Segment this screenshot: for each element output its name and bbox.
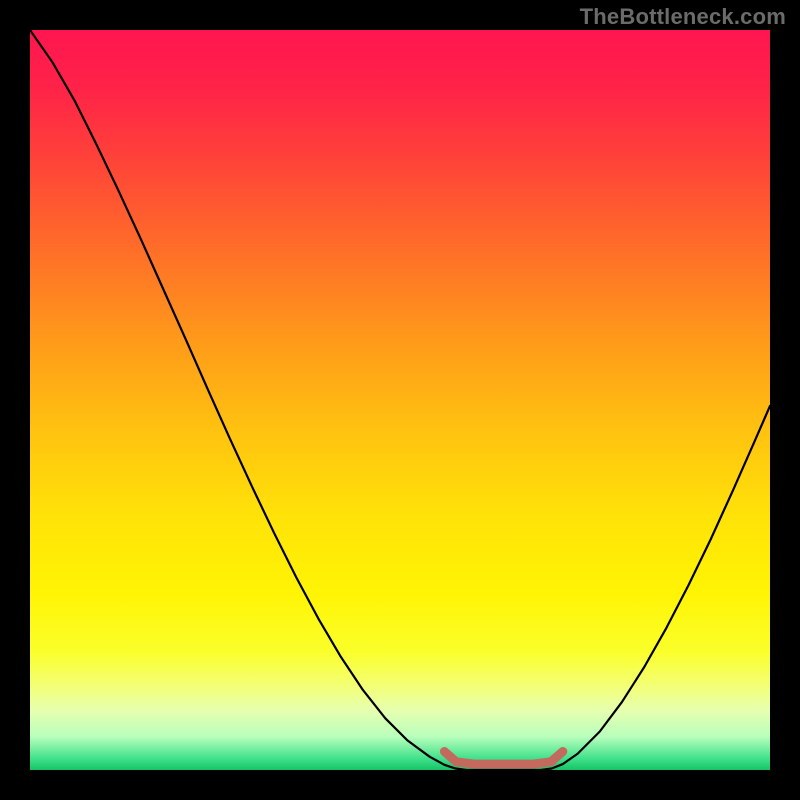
watermark-text: TheBottleneck.com — [580, 4, 786, 30]
chart-frame: TheBottleneck.com — [0, 0, 800, 800]
bottleneck-curve-chart — [0, 0, 800, 800]
gradient-background — [30, 30, 770, 770]
